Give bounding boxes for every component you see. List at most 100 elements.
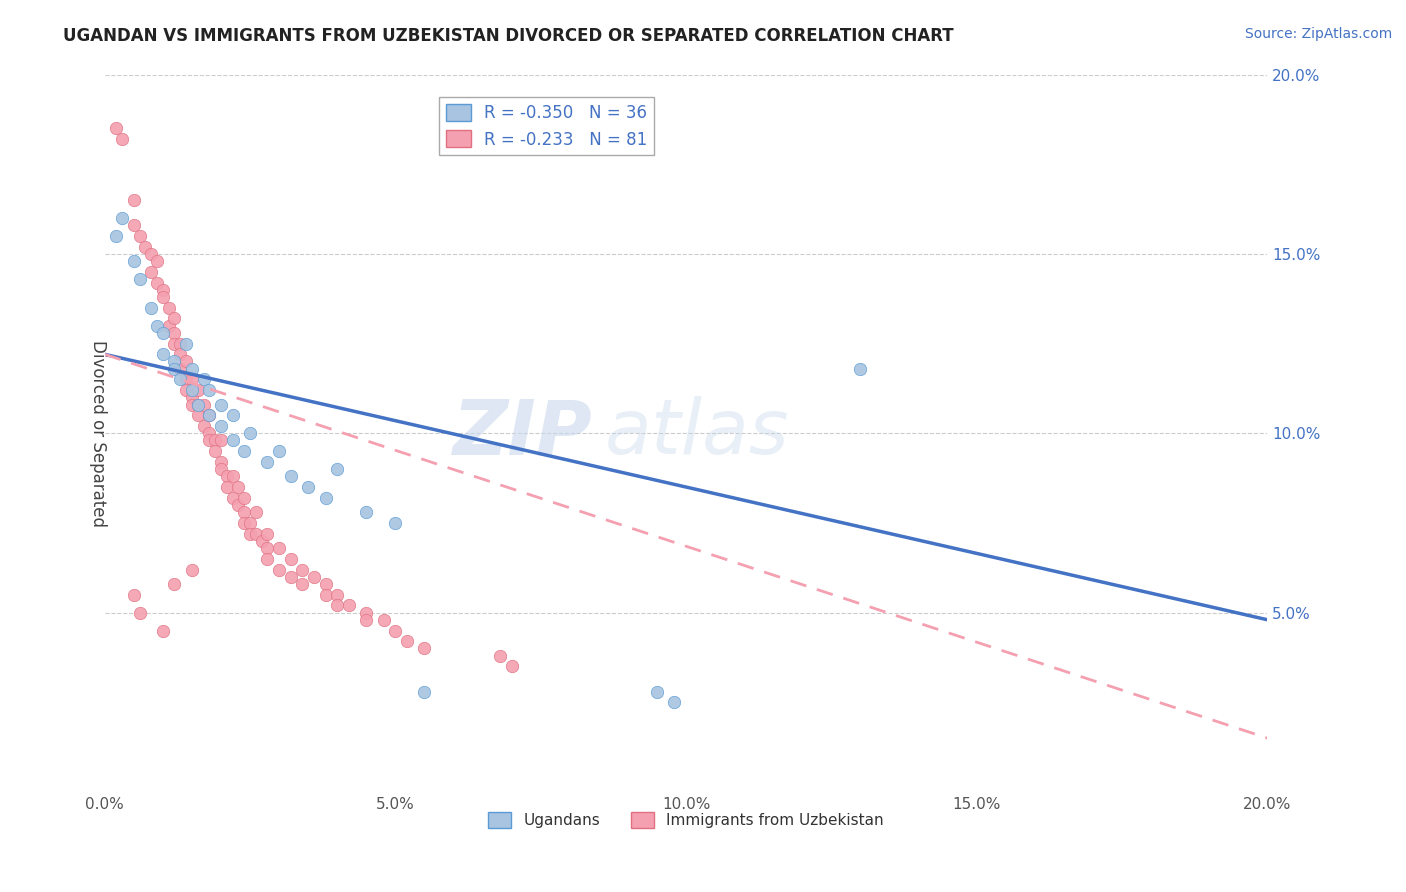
- Point: [180, 383, 202, 397]
- Point: [250, 533, 273, 548]
- Point: [373, 613, 395, 627]
- Point: [215, 469, 238, 483]
- Text: ZIP: ZIP: [453, 396, 593, 470]
- Point: [193, 372, 215, 386]
- Point: [209, 419, 232, 434]
- Point: [209, 398, 232, 412]
- Point: [280, 469, 302, 483]
- Point: [128, 272, 150, 286]
- Point: [111, 132, 134, 146]
- Point: [134, 240, 156, 254]
- Point: [198, 434, 221, 448]
- Point: [187, 398, 209, 412]
- Point: [174, 336, 197, 351]
- Point: [180, 563, 202, 577]
- Point: [204, 434, 226, 448]
- Point: [180, 361, 202, 376]
- Point: [326, 599, 349, 613]
- Point: [122, 193, 145, 207]
- Point: [413, 684, 436, 698]
- Point: [198, 409, 221, 423]
- Point: [128, 229, 150, 244]
- Point: [209, 455, 232, 469]
- Point: [209, 434, 232, 448]
- Point: [239, 516, 262, 530]
- Point: [326, 462, 349, 476]
- Point: [141, 265, 163, 279]
- Point: [245, 526, 267, 541]
- Point: [297, 480, 319, 494]
- Point: [384, 516, 406, 530]
- Point: [187, 398, 209, 412]
- Point: [221, 434, 243, 448]
- Y-axis label: Divorced or Separated: Divorced or Separated: [89, 340, 107, 527]
- Point: [141, 301, 163, 315]
- Point: [384, 624, 406, 638]
- Point: [122, 588, 145, 602]
- Point: [187, 409, 209, 423]
- Point: [228, 480, 250, 494]
- Point: [256, 455, 278, 469]
- Point: [198, 383, 221, 397]
- Point: [233, 505, 256, 519]
- Point: [122, 218, 145, 232]
- Point: [233, 516, 256, 530]
- Point: [169, 336, 191, 351]
- Point: [269, 444, 291, 458]
- Point: [395, 634, 418, 648]
- Point: [291, 563, 314, 577]
- Point: [337, 599, 360, 613]
- Point: [163, 577, 186, 591]
- Point: [146, 318, 169, 333]
- Point: [180, 390, 202, 404]
- Point: [315, 577, 337, 591]
- Text: Source: ZipAtlas.com: Source: ZipAtlas.com: [1244, 27, 1392, 41]
- Point: [489, 648, 512, 663]
- Legend: Ugandans, Immigrants from Uzbekistan: Ugandans, Immigrants from Uzbekistan: [482, 806, 890, 835]
- Point: [221, 469, 243, 483]
- Point: [256, 526, 278, 541]
- Point: [269, 541, 291, 555]
- Point: [645, 684, 668, 698]
- Point: [152, 283, 174, 297]
- Point: [315, 588, 337, 602]
- Point: [163, 354, 186, 368]
- Point: [239, 526, 262, 541]
- Point: [209, 462, 232, 476]
- Point: [169, 361, 191, 376]
- Point: [204, 444, 226, 458]
- Point: [174, 354, 197, 368]
- Point: [105, 229, 128, 244]
- Point: [169, 347, 191, 361]
- Point: [152, 290, 174, 304]
- Point: [180, 372, 202, 386]
- Point: [315, 491, 337, 505]
- Point: [163, 311, 186, 326]
- Point: [141, 247, 163, 261]
- Point: [198, 426, 221, 441]
- Point: [174, 383, 197, 397]
- Point: [356, 613, 378, 627]
- Point: [193, 419, 215, 434]
- Point: [157, 318, 180, 333]
- Point: [269, 563, 291, 577]
- Point: [152, 624, 174, 638]
- Point: [163, 326, 186, 340]
- Point: [228, 498, 250, 512]
- Point: [256, 551, 278, 566]
- Point: [128, 606, 150, 620]
- Point: [356, 606, 378, 620]
- Point: [413, 641, 436, 656]
- Text: atlas: atlas: [605, 396, 789, 470]
- Point: [193, 398, 215, 412]
- Point: [180, 398, 202, 412]
- Point: [198, 409, 221, 423]
- Point: [291, 577, 314, 591]
- Point: [302, 570, 325, 584]
- Point: [174, 372, 197, 386]
- Point: [152, 326, 174, 340]
- Point: [111, 211, 134, 225]
- Point: [163, 336, 186, 351]
- Point: [146, 254, 169, 268]
- Point: [233, 491, 256, 505]
